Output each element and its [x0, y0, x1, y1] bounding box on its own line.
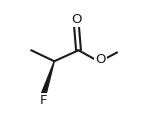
Text: O: O [95, 53, 106, 66]
Text: F: F [40, 94, 47, 107]
Polygon shape [41, 61, 54, 96]
Text: O: O [71, 13, 82, 26]
